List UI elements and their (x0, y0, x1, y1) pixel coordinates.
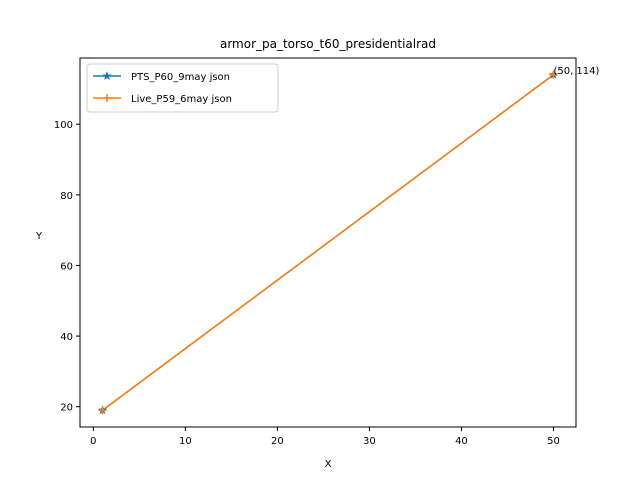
legend-label: Live_P59_6may json (131, 94, 232, 105)
x-axis-label: X (325, 459, 332, 470)
y-tick-label: 80 (60, 191, 73, 202)
data-point-2 (549, 70, 558, 79)
x-tick-label: 0 (90, 436, 96, 447)
plot-area-frame (79, 57, 577, 428)
x-tick-label: 10 (179, 436, 192, 447)
legend-marker (103, 94, 111, 102)
series-markers (97, 69, 559, 415)
series-lines (102, 74, 554, 411)
y-tick-label: 20 (60, 403, 73, 414)
x-axis-ticks: 0 10 20 30 40 50 (90, 427, 560, 447)
y-tick-label: 100 (54, 120, 73, 131)
x-tick-label: 30 (363, 436, 376, 447)
series-line-2 (102, 74, 554, 411)
x-tick-label: 50 (547, 436, 560, 447)
legend-marker (102, 71, 112, 80)
x-tick-label: 40 (455, 436, 468, 447)
legend-label: PTS_P60_9may json (131, 72, 230, 83)
data-point-2 (98, 406, 107, 415)
y-tick-label: 60 (60, 261, 73, 272)
legend: PTS_P60_9may json Live_P59_6may json (86, 63, 279, 113)
legend-box (86, 63, 279, 113)
y-axis-ticks: 20 40 60 80 100 (54, 120, 80, 414)
annotations: (50, 114) (553, 66, 599, 77)
x-tick-label: 20 (271, 436, 284, 447)
point-annotation: (50, 114) (553, 66, 599, 77)
y-tick-label: 40 (60, 332, 73, 343)
chart-title: armor_pa_torso_t60_presidentialrad (220, 37, 436, 51)
y-axis-label: Y (35, 231, 43, 242)
